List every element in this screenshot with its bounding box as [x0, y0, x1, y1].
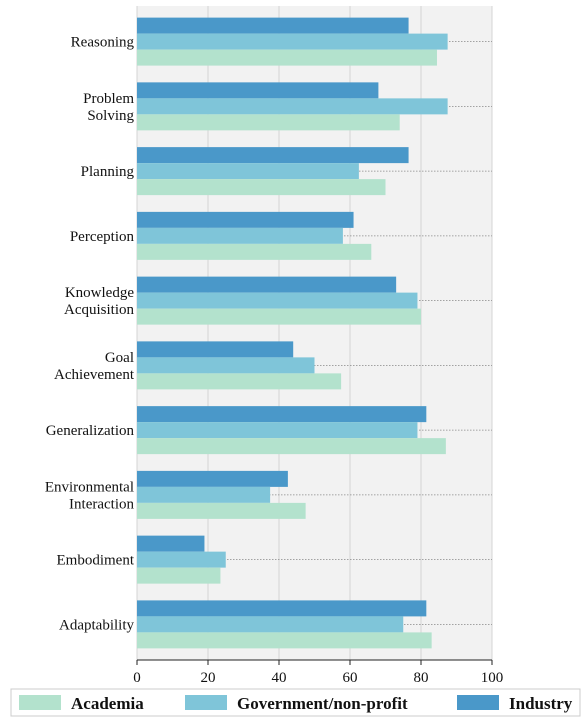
- bar-industry: [137, 17, 409, 34]
- x-tick-label: 20: [201, 670, 216, 686]
- bar-industry: [137, 600, 427, 617]
- x-axis-ticks: 0 20 40 60 80 100: [133, 660, 503, 686]
- x-tick-label: 0: [133, 670, 141, 686]
- category-label: Planning: [81, 164, 135, 180]
- bar-government-non-profit: [137, 616, 404, 633]
- bar-industry: [137, 82, 379, 99]
- bar-government-non-profit: [137, 98, 448, 115]
- legend-label: Industry: [509, 694, 573, 713]
- category-label: Embodiment: [57, 553, 135, 569]
- bar-government-non-profit: [137, 33, 448, 50]
- category-label: Environmental: [45, 479, 134, 495]
- bar-government-non-profit: [137, 486, 271, 503]
- bars: [137, 17, 448, 649]
- bar-academia: [137, 632, 432, 649]
- bar-academia: [137, 373, 342, 390]
- x-tick-label: 60: [343, 670, 358, 686]
- bar-industry: [137, 211, 354, 228]
- bar-government-non-profit: [137, 292, 418, 309]
- category-label: Achievement: [54, 367, 135, 383]
- bar-government-non-profit: [137, 422, 418, 439]
- bar-government-non-profit: [137, 357, 315, 374]
- category-label: Knowledge: [65, 285, 134, 301]
- bar-academia: [137, 179, 386, 196]
- category-label: Solving: [87, 108, 134, 124]
- legend-swatch: [19, 695, 61, 710]
- bar-industry: [137, 276, 397, 293]
- legend-label: Academia: [71, 694, 144, 713]
- category-label: Perception: [70, 229, 135, 245]
- x-tick-label: 100: [481, 670, 504, 686]
- category-label: Acquisition: [64, 302, 134, 318]
- category-label: Problem: [83, 91, 134, 107]
- category-label: Generalization: [46, 423, 135, 439]
- bar-academia: [137, 502, 306, 519]
- bar-academia: [137, 114, 400, 131]
- bar-academia: [137, 438, 446, 455]
- category-label: Goal: [105, 350, 134, 366]
- bar-industry: [137, 147, 409, 164]
- bar-industry: [137, 470, 288, 487]
- bar-government-non-profit: [137, 227, 343, 244]
- x-tick-label: 80: [414, 670, 429, 686]
- legend-swatch: [185, 695, 227, 710]
- bar-academia: [137, 567, 221, 584]
- bar-industry: [137, 406, 427, 423]
- category-label: Adaptability: [59, 617, 134, 633]
- category-label: Reasoning: [71, 35, 135, 51]
- bar-industry: [137, 535, 205, 552]
- bar-academia: [137, 49, 437, 66]
- bar-academia: [137, 243, 372, 260]
- category-label: Interaction: [69, 496, 134, 512]
- x-tick-label: 40: [272, 670, 287, 686]
- bar-government-non-profit: [137, 551, 226, 568]
- bar-industry: [137, 341, 294, 358]
- bar-academia: [137, 308, 421, 325]
- legend-label: Government/non-profit: [237, 694, 408, 713]
- legend-swatch: [457, 695, 499, 710]
- bar-government-non-profit: [137, 163, 359, 180]
- legend: Academia Government/non-profit Industry: [10, 688, 581, 717]
